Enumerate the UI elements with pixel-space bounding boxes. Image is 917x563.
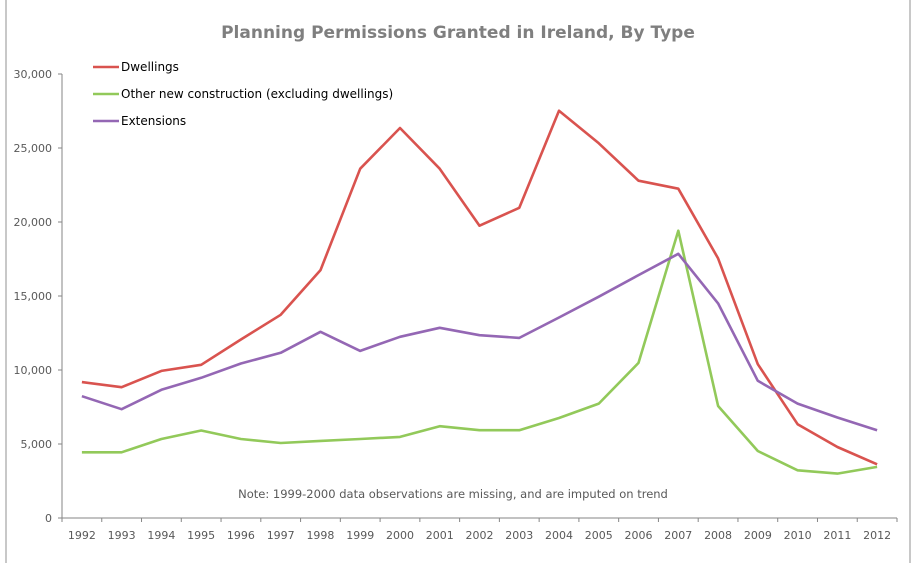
- x-tick-label: 1998: [306, 529, 334, 542]
- x-tick-label: 2008: [704, 529, 732, 542]
- x-tick-label: 2000: [386, 529, 414, 542]
- x-tick-label: 1992: [68, 529, 96, 542]
- y-tick-label: 10,000: [14, 364, 53, 377]
- x-tick-label: 1996: [227, 529, 255, 542]
- series-line-dwellings: [81, 109, 878, 466]
- x-tick-label: 2006: [625, 529, 653, 542]
- x-tick-label: 2005: [585, 529, 613, 542]
- x-tick-label: 2011: [823, 529, 851, 542]
- series-line-other: [81, 229, 878, 475]
- y-tick-label: 15,000: [14, 290, 53, 303]
- legend-label: Other new construction (excluding dwelli…: [121, 87, 393, 101]
- y-tick-label: 25,000: [14, 142, 53, 155]
- x-tick-label: 2009: [744, 529, 772, 542]
- legend-label: Dwellings: [121, 60, 179, 74]
- series-line-extensions: [81, 252, 878, 432]
- x-tick-label: 2007: [664, 529, 692, 542]
- y-tick-label: 0: [45, 512, 52, 525]
- x-tick-label: 1997: [267, 529, 295, 542]
- x-tick-label: 2001: [426, 529, 454, 542]
- x-tick-label: 1993: [108, 529, 136, 542]
- x-tick-label: 1994: [147, 529, 175, 542]
- y-tick-label: 30,000: [14, 68, 53, 81]
- y-tick-label: 20,000: [14, 216, 53, 229]
- x-tick-label: 2010: [784, 529, 812, 542]
- x-tick-label: 2004: [545, 529, 573, 542]
- x-tick-label: 1999: [346, 529, 374, 542]
- y-tick-label: 5,000: [21, 438, 53, 451]
- x-tick-label: 2012: [863, 529, 891, 542]
- chart-note: Note: 1999-2000 data observations are mi…: [238, 487, 668, 501]
- chart-title: Planning Permissions Granted in Ireland,…: [221, 23, 695, 43]
- legend-label: Extensions: [121, 114, 186, 128]
- x-tick-label: 1995: [187, 529, 215, 542]
- chart-frame: [5, 0, 911, 563]
- x-tick-label: 2002: [466, 529, 494, 542]
- x-tick-label: 2003: [505, 529, 533, 542]
